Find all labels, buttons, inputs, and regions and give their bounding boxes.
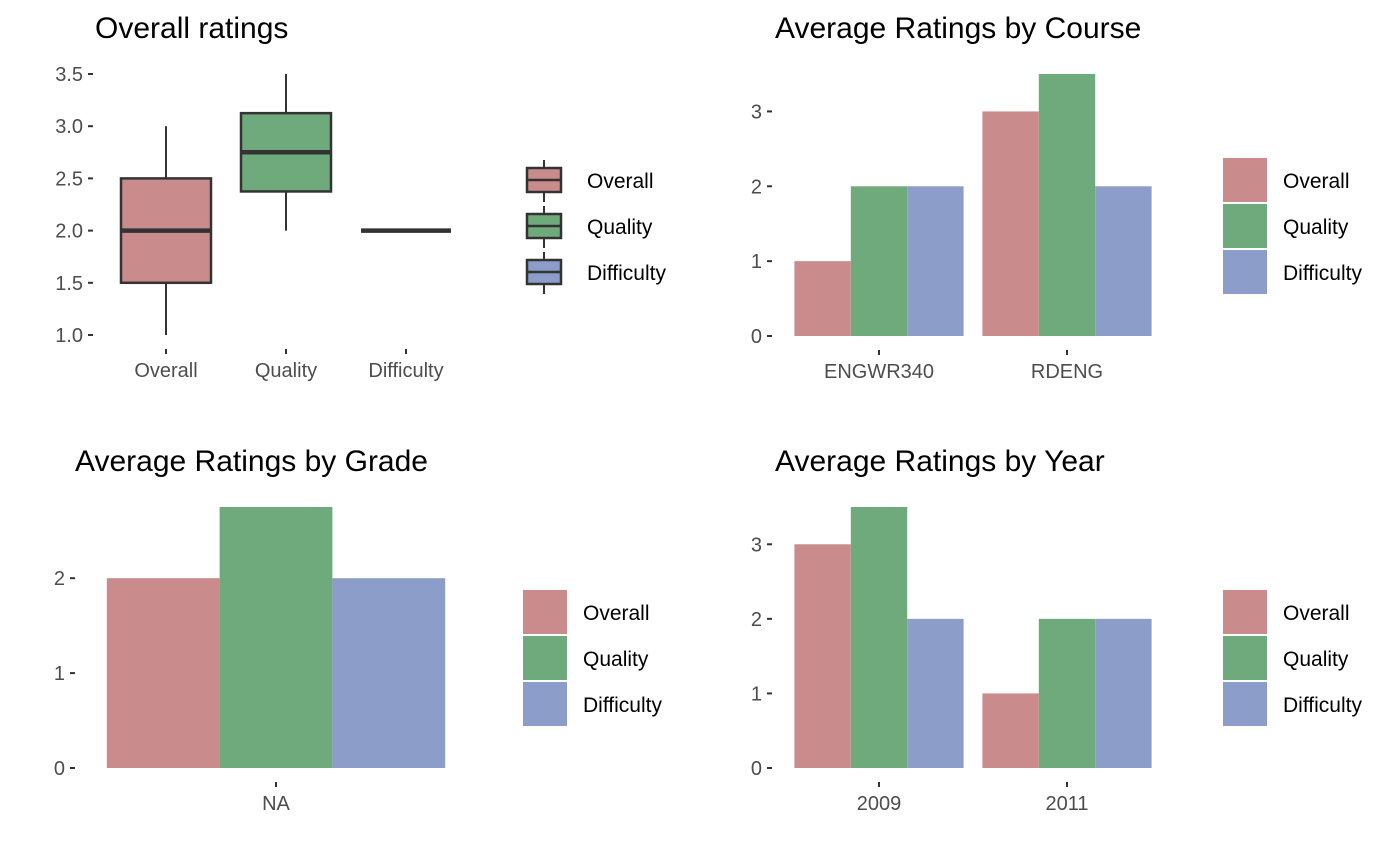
bar-overall	[794, 261, 851, 336]
y-tick-label: 2.5	[55, 168, 83, 190]
bar-overall	[982, 111, 1039, 336]
y-tick-label: 0	[54, 758, 65, 780]
chart-title: Overall ratings	[95, 12, 288, 45]
chart-title: Average Ratings by Year	[775, 445, 1105, 478]
bar-quality	[1038, 74, 1096, 336]
bar-overall	[794, 544, 851, 768]
bar-difficulty	[907, 618, 964, 768]
y-tick-label: 2.0	[55, 221, 83, 243]
bar-quality	[850, 507, 908, 768]
y-tick-label: 0	[751, 326, 762, 348]
legend-label: Difficulty	[587, 262, 666, 285]
legend-label: Quality	[583, 648, 649, 671]
legend-label: Overall	[587, 170, 654, 193]
legend-label: Quality	[1283, 216, 1349, 239]
y-tick-label: 3.0	[55, 116, 83, 138]
legend-label: Overall	[1283, 602, 1350, 625]
x-tick-label: ENGWR340	[824, 361, 934, 383]
bar-overall	[982, 693, 1039, 768]
bar-quality	[1038, 618, 1096, 768]
legend-key	[1223, 590, 1267, 634]
y-tick-label: 2	[751, 176, 762, 198]
legend-label: Quality	[587, 216, 653, 239]
y-tick-label: 1	[751, 251, 762, 273]
legend-label: Difficulty	[1283, 694, 1362, 717]
legend-label: Difficulty	[1283, 262, 1362, 285]
y-tick-label: 3.5	[55, 64, 83, 86]
legend-key	[1223, 204, 1267, 248]
legend-label: Quality	[1283, 648, 1349, 671]
y-tick-label: 1.5	[55, 273, 83, 295]
y-tick-label: 1	[54, 663, 65, 685]
bar-quality	[850, 186, 908, 336]
legend-label: Difficulty	[583, 694, 662, 717]
ratings-by-course-panel: Average Ratings by Course 0 1 2 3 ENGWR340 RD…	[751, 12, 1363, 383]
bar-overall	[106, 578, 220, 768]
legend-key	[1223, 682, 1267, 726]
chart-title: Average Ratings by Course	[775, 12, 1141, 45]
ratings-by-year-panel: Average Ratings by Year 0 1 2 3 2009 2011 Over…	[751, 445, 1363, 815]
x-tick-label: Overall	[134, 360, 197, 382]
overall-ratings-panel: Overall ratings 1.0 1.5 2.0 2.5 3.0 3.5 Overal…	[55, 12, 666, 382]
y-tick-label: 3	[751, 101, 762, 123]
legend-key	[1223, 636, 1267, 680]
bar-quality	[219, 507, 333, 768]
chart-title: Average Ratings by Grade	[75, 445, 428, 478]
y-tick-label: 0	[751, 758, 762, 780]
y-tick-label: 3	[751, 534, 762, 556]
bar-difficulty	[1095, 186, 1152, 336]
bar-difficulty	[907, 186, 964, 336]
legend-key	[1223, 158, 1267, 202]
ratings-by-grade-panel: Average Ratings by Grade 0 1 2 NA Overall Qua…	[54, 445, 663, 815]
x-tick-label: 2009	[857, 793, 902, 815]
legend-label: Overall	[583, 602, 650, 625]
bar-difficulty	[1095, 618, 1152, 768]
legend-label: Overall	[1283, 170, 1350, 193]
x-tick-label: RDENG	[1031, 361, 1103, 383]
legend-key	[523, 636, 567, 680]
y-tick-label: 1	[751, 683, 762, 705]
bar-difficulty	[332, 578, 446, 768]
y-tick-label: 1.0	[55, 325, 83, 347]
y-tick-label: 2	[751, 609, 762, 631]
x-tick-label: Quality	[255, 360, 317, 382]
x-tick-label: Difficulty	[368, 360, 443, 382]
legend-key	[1223, 250, 1267, 294]
legend-key	[523, 682, 567, 726]
legend-key	[523, 590, 567, 634]
x-tick-label: 2011	[1045, 793, 1088, 815]
y-tick-label: 2	[54, 568, 65, 590]
x-tick-label: NA	[262, 793, 290, 815]
